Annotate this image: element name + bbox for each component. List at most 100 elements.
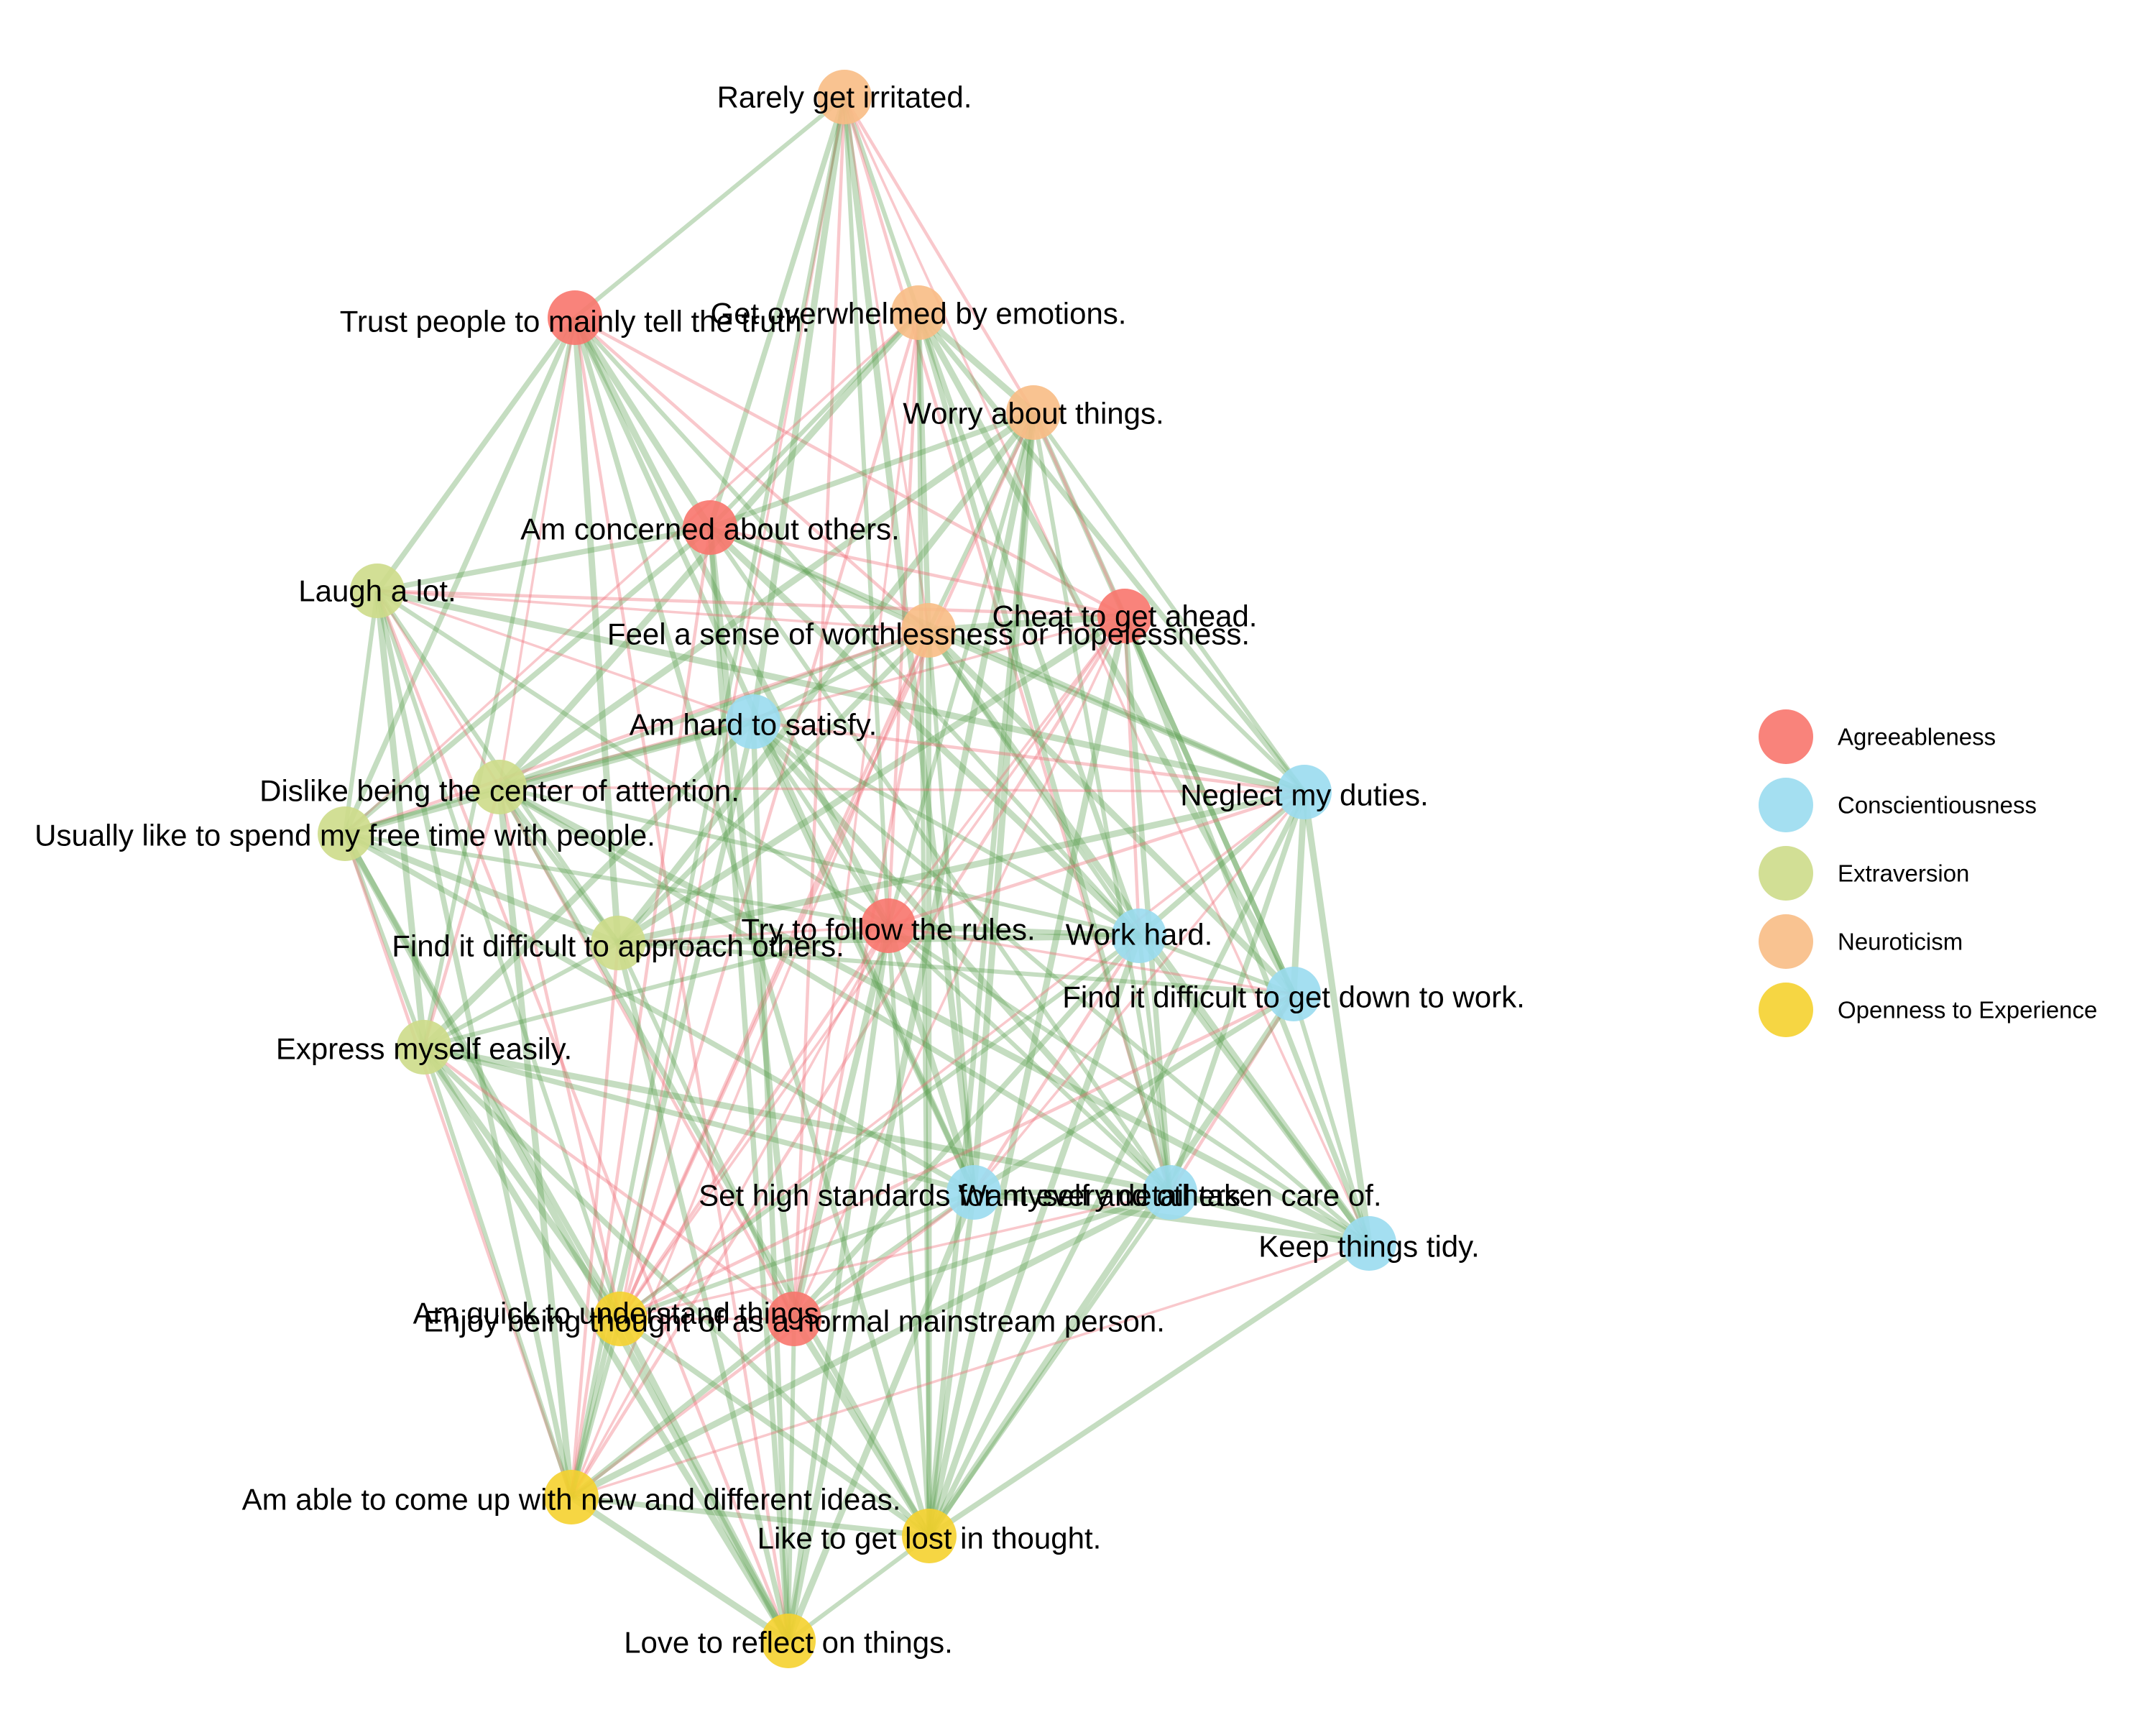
node-c6: [1143, 1165, 1197, 1220]
node-label-c1: Am hard to satisfy.: [630, 708, 877, 742]
positive-edge-e5-o4: [421, 1045, 791, 1643]
node-label-a5: Enjoy being thought of as a normal mains…: [423, 1305, 1165, 1338]
positive-edge-c1-c3: [752, 719, 1141, 938]
node-label-c6: Want every detail taken care of.: [958, 1179, 1381, 1213]
positive-edge-c3-c7: [1136, 934, 1372, 1246]
negative-edge-a4-o2: [570, 925, 890, 1498]
negative-edge-c2-o1: [619, 791, 1306, 1320]
legend-label-A: Agreeableness: [1838, 724, 1996, 750]
negative-edge-e5-a5: [423, 1046, 796, 1320]
label-layer: Rarely get irritated. Get overwhelmed by …: [34, 80, 1525, 1660]
legend-label-C: Conscientiousness: [1838, 792, 2037, 819]
negative-edge-n1-c7: [843, 96, 1370, 1244]
negative-edge-c4-c6: [1169, 993, 1295, 1194]
legend-label-N: Neuroticism: [1838, 929, 1963, 955]
legend-label-E: Extraversion: [1838, 860, 1969, 887]
positive-edge-e3-o1: [342, 832, 623, 1320]
node-a5: [767, 1292, 821, 1346]
positive-edge-n4-c2: [927, 627, 1306, 795]
negative-edge-n1-n3: [843, 96, 1035, 414]
positive-edge-e3-o4: [342, 832, 791, 1643]
negative-edge-n4-a5: [792, 630, 931, 1320]
positive-edge-n1-o2: [569, 96, 847, 1498]
node-a3: [1097, 589, 1152, 643]
node-label-o4: Love to reflect on things.: [624, 1626, 953, 1660]
positive-edge-n3-a4: [886, 412, 1036, 926]
legend-swatch-N: [1759, 914, 1813, 969]
negative-edge-n1-n4: [843, 96, 930, 631]
node-label-c5: Set high standards for myself and others…: [699, 1179, 1249, 1213]
negative-edge-c6-o1: [619, 1191, 1171, 1320]
positive-edge-a2-e1: [377, 525, 711, 594]
legend: Agreeableness Conscientiousness Extraversi…: [1759, 709, 2097, 1037]
negative-edge-c4-o1: [619, 992, 1294, 1321]
positive-edge-a1-c3: [573, 316, 1141, 938]
positive-edge-e3-a4: [344, 832, 889, 928]
positive-edge-c3-o1: [619, 934, 1141, 1321]
negative-edge-a3-a5: [793, 615, 1126, 1320]
positive-edge-c2-c7: [1301, 791, 1373, 1244]
negative-edge-c1-c2: [752, 719, 1305, 794]
legend-swatch-O: [1759, 983, 1813, 1037]
negative-edge-a1-a3: [573, 316, 1126, 617]
positive-edge-a4-c7: [887, 924, 1370, 1246]
positive-edge-e1-o1: [375, 590, 622, 1320]
positive-edge-c3-c6: [1137, 935, 1172, 1193]
positive-edge-a3-n4: [928, 612, 1125, 634]
positive-edge-e2-o3: [497, 786, 932, 1537]
negative-edge-n1-a5: [792, 96, 847, 1320]
positive-edge-e2-c3: [499, 785, 1140, 938]
negative-edge-e1-c1: [377, 589, 754, 723]
positive-edge-n4-c1: [752, 628, 930, 724]
positive-edge-a1-a2: [572, 316, 713, 530]
positive-edge-c1-c7: [752, 719, 1370, 1246]
negative-edge-e1-e2: [376, 590, 501, 788]
node-e1: [350, 564, 405, 618]
node-label-o3: Like to get lost in thought.: [757, 1522, 1102, 1555]
negative-edge-n2-o1: [618, 312, 921, 1320]
positive-edge-e4-a5: [616, 942, 796, 1320]
node-label-o2: Am able to come up with new and differen…: [242, 1483, 901, 1517]
positive-edge-n3-n4: [926, 411, 1036, 632]
negative-edge-n2-e3: [344, 311, 920, 835]
node-e2: [472, 760, 527, 814]
positive-edge-a2-e3: [343, 525, 712, 836]
positive-edge-e3-e4: [344, 830, 619, 947]
node-c1: [726, 694, 780, 749]
positive-edge-n3-c5: [970, 412, 1037, 1193]
positive-edge-c3-a4: [888, 923, 1140, 939]
positive-edge-n4-c5: [926, 630, 976, 1193]
node-n1: [817, 70, 872, 124]
positive-edge-e4-c4: [617, 941, 1294, 996]
negative-edge-a1-o4: [573, 317, 791, 1642]
positive-edge-o3-o4: [787, 1534, 931, 1643]
legend-swatch-E: [1759, 846, 1813, 901]
positive-edge-a5-o3: [791, 1317, 932, 1538]
positive-edge-c2-c4: [1290, 791, 1308, 995]
legend-label-O: Openness to Experience: [1838, 997, 2097, 1024]
positive-edge-a1-a4: [571, 316, 892, 928]
positive-edge-e3-e5: [343, 832, 426, 1049]
node-label-n3: Worry about things.: [903, 397, 1164, 431]
positive-edge-e4-e5: [423, 941, 619, 1049]
node-label-n2: Get overwhelmed by emotions.: [711, 297, 1127, 331]
positive-edge-a3-c7: [1122, 615, 1372, 1245]
positive-edge-c6-a5: [793, 1190, 1171, 1322]
positive-edge-e3-c5: [344, 831, 975, 1195]
negative-edge-a3-e2: [499, 615, 1125, 788]
positive-edge-c1-e5: [421, 719, 756, 1050]
positive-edge-a4-c6: [886, 924, 1172, 1195]
negative-edge-e2-e5: [422, 786, 502, 1048]
node-a1: [548, 290, 602, 345]
node-o1: [593, 1292, 648, 1346]
positive-edge-n3-c6: [1031, 412, 1172, 1193]
positive-edge-a2-o4: [707, 527, 791, 1642]
negative-edge-e2-o1: [497, 786, 622, 1320]
positive-edge-a3-o3: [926, 615, 1128, 1537]
positive-edge-n1-n2: [842, 96, 921, 313]
positive-edge-n3-e4: [615, 410, 1036, 945]
negative-edge-n4-e3: [344, 628, 929, 836]
node-label-e4: Find it difficult to approach others.: [392, 929, 844, 963]
node-a4: [861, 898, 916, 953]
node-c2: [1277, 765, 1332, 819]
